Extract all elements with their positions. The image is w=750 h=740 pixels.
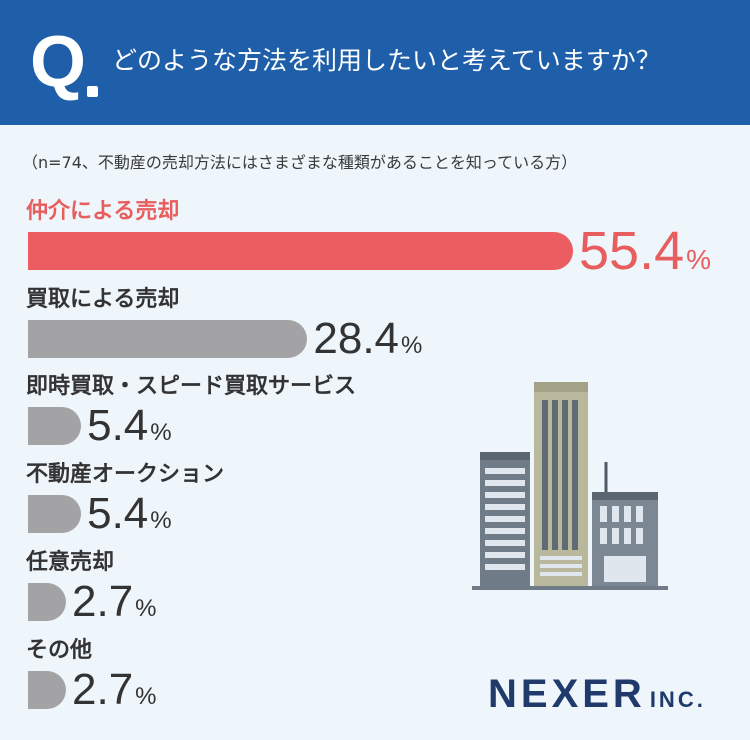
bar	[28, 495, 82, 533]
bar	[28, 407, 82, 445]
value-label: 5.4%	[87, 489, 172, 538]
logo-sub: INC.	[649, 687, 706, 712]
category-label: 任意売却	[26, 550, 115, 575]
category-label: その他	[26, 638, 93, 663]
q-dot	[87, 86, 98, 97]
bar	[28, 671, 66, 709]
category-label: 仲介による売却	[26, 199, 180, 224]
value-label: 2.7%	[72, 577, 157, 626]
category-label: 買取による売却	[26, 287, 180, 312]
logo-main: NEXER	[488, 672, 646, 716]
bar	[28, 232, 573, 270]
question-text: どのような方法を利用したいと考えていますか？	[112, 46, 661, 75]
category-label: 不動産オークション	[26, 462, 225, 487]
value-label: 2.7%	[72, 665, 157, 714]
nexer-logo: NEXER INC.	[488, 672, 706, 717]
q-mark: Q	[30, 22, 87, 102]
value-label: 28.4%	[313, 314, 423, 363]
value-label: 5.4%	[87, 401, 172, 450]
bar	[28, 583, 66, 621]
question-header: Q どのような方法を利用したいと考えていますか？	[0, 0, 750, 125]
sample-note: （n=74、不動産の売却方法にはさまざまな種類があることを知っている方）	[22, 153, 578, 172]
category-label: 即時買取・スピード買取サービス	[26, 374, 357, 399]
buildings-icon	[472, 382, 668, 590]
bar	[28, 320, 308, 358]
value-label: 55.4%	[579, 221, 712, 281]
